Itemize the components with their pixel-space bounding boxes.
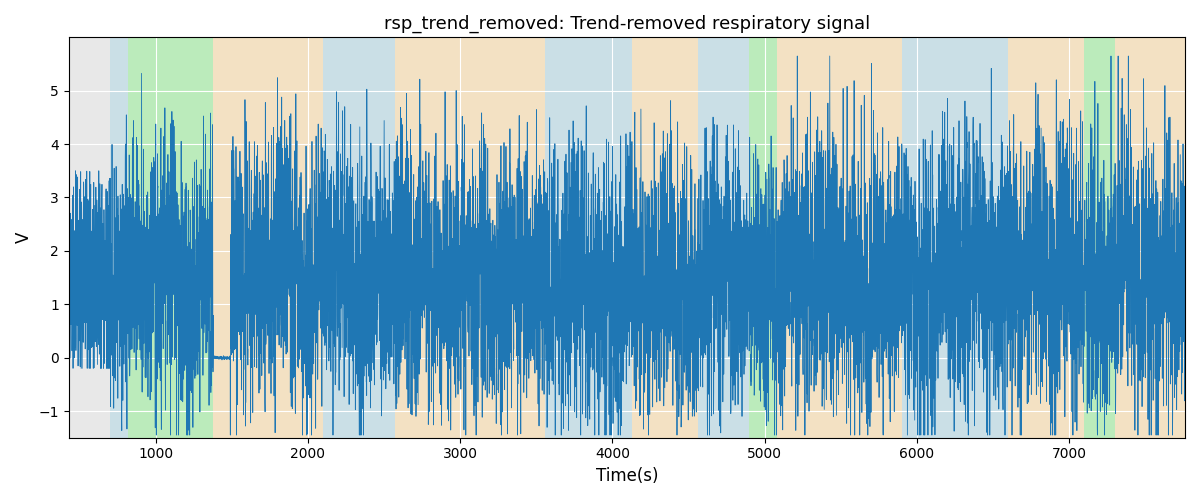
Bar [841, 38, 901, 438]
Bar [1085, 38, 1115, 438]
Bar [776, 38, 841, 438]
Bar [214, 38, 323, 438]
Bar [395, 38, 546, 438]
Bar [901, 38, 1008, 438]
Bar [546, 38, 632, 438]
Bar [697, 38, 750, 438]
Bar [110, 38, 128, 438]
Bar [128, 38, 214, 438]
Bar [632, 38, 697, 438]
Y-axis label: V: V [16, 232, 34, 243]
Bar [1115, 38, 1184, 438]
Bar [750, 38, 776, 438]
X-axis label: Time(s): Time(s) [595, 467, 658, 485]
Bar [1008, 38, 1085, 438]
Title: rsp_trend_removed: Trend-removed respiratory signal: rsp_trend_removed: Trend-removed respira… [384, 15, 870, 34]
Bar [323, 38, 395, 438]
